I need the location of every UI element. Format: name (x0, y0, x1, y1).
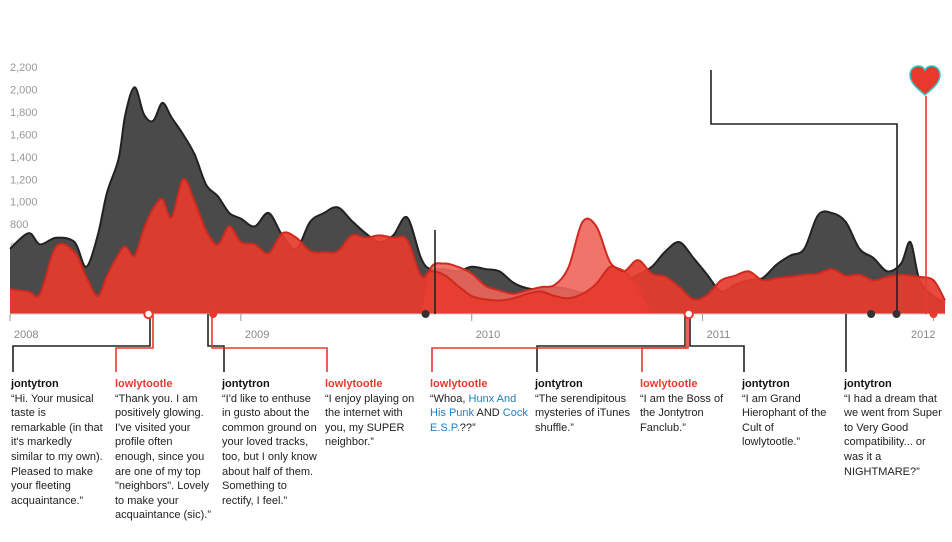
note-text: “Hi. Your musical taste is remarkable (i… (11, 392, 103, 507)
connector-line (710, 70, 898, 314)
note-connectors (12, 70, 927, 372)
y-tick-label: 1,800 (10, 107, 38, 119)
note-2: lowlytootle “Thank you. I am positively … (115, 377, 215, 523)
note-author[interactable]: jontytron (742, 378, 790, 390)
note-author[interactable]: jontytron (11, 378, 59, 390)
connector-line (207, 314, 225, 372)
y-tick-label: 1,200 (10, 174, 38, 186)
y-tick-label: 1,600 (10, 129, 38, 141)
timeline-marker[interactable] (892, 310, 901, 318)
timeline-marker[interactable] (143, 308, 154, 320)
note-text: “I'd like to enthuse in gusto about the … (222, 392, 317, 507)
timeline-marker[interactable] (683, 308, 694, 320)
connector-line (12, 314, 151, 372)
note-text: “I am the Boss of the Jontytron Fanclub.… (640, 392, 724, 434)
note-5: lowlytootle “Whoa, Hunx And His Punk AND… (430, 377, 528, 435)
timeline-marker[interactable] (209, 310, 218, 318)
x-tick-label: 2012 (911, 329, 935, 341)
note-3: jontytron “I'd like to enthuse in gusto … (222, 377, 318, 508)
artist-link[interactable]: Cock E.S.P. (430, 407, 528, 434)
connector-line (536, 314, 686, 372)
note-6: jontytron “The serendipitous mysteries o… (535, 377, 635, 435)
note-author[interactable]: lowlytootle (430, 378, 488, 390)
heart-icon[interactable] (908, 64, 942, 98)
area-series (9, 86, 946, 315)
y-tick-label: 1,000 (10, 197, 38, 209)
series-area-1 (10, 179, 945, 314)
y-tick-label: 2,200 (10, 62, 38, 74)
note-author[interactable]: jontytron (222, 378, 270, 390)
connector-line (115, 314, 154, 372)
y-tick-label: 800 (10, 219, 28, 231)
x-tick-label: 2010 (476, 329, 500, 341)
note-text: “I had a dream that we went from Super t… (844, 392, 942, 478)
x-tick-label: 2009 (245, 329, 269, 341)
timeline-marker[interactable] (929, 310, 938, 318)
x-axis: 2008 2009 2010 2011 2012 (9, 314, 935, 341)
note-9: jontytron “I had a dream that we went fr… (844, 377, 946, 479)
artist-link[interactable]: Hunx And His Punk (430, 392, 517, 420)
series-line-2 (419, 217, 653, 315)
note-text: “Thank you. I am positively glowing. I'v… (115, 392, 211, 522)
note-4: lowlytootle “I enjoy playing on the inte… (325, 377, 421, 450)
series-line-1 (9, 178, 946, 302)
connector-line (211, 314, 328, 372)
note-7: lowlytootle “I am the Boss of the Jontyt… (640, 377, 734, 435)
note-text: “I am Grand Hierophant of the Cult of lo… (742, 392, 827, 449)
connector-line (689, 314, 745, 372)
note-8: jontytron “I am Grand Hierophant of the … (742, 377, 834, 450)
connector-line (641, 314, 687, 372)
x-tick-label: 2011 (707, 329, 731, 341)
note-author[interactable]: lowlytootle (640, 378, 698, 390)
connector-line (431, 314, 689, 372)
note-author[interactable]: lowlytootle (325, 378, 383, 390)
note-author[interactable]: jontytron (535, 378, 583, 390)
note-author[interactable]: jontytron (844, 378, 892, 390)
timeline-marker[interactable] (421, 310, 430, 318)
note-text: “Whoa, Hunx And His Punk AND Cock E.S.P.… (430, 392, 528, 434)
x-tick-label: 2008 (14, 329, 38, 341)
timeline-markers (143, 308, 938, 320)
note-author[interactable]: lowlytootle (115, 378, 173, 390)
note-1: jontytron “Hi. Your musical taste is rem… (11, 377, 103, 508)
y-tick-label: 1,400 (10, 152, 38, 164)
y-tick-label: 2,000 (10, 84, 38, 96)
note-text: “I enjoy playing on the internet with yo… (325, 392, 415, 449)
timeline-marker[interactable] (867, 310, 876, 318)
note-text: “The serendipitous mysteries of iTunes s… (535, 392, 630, 434)
